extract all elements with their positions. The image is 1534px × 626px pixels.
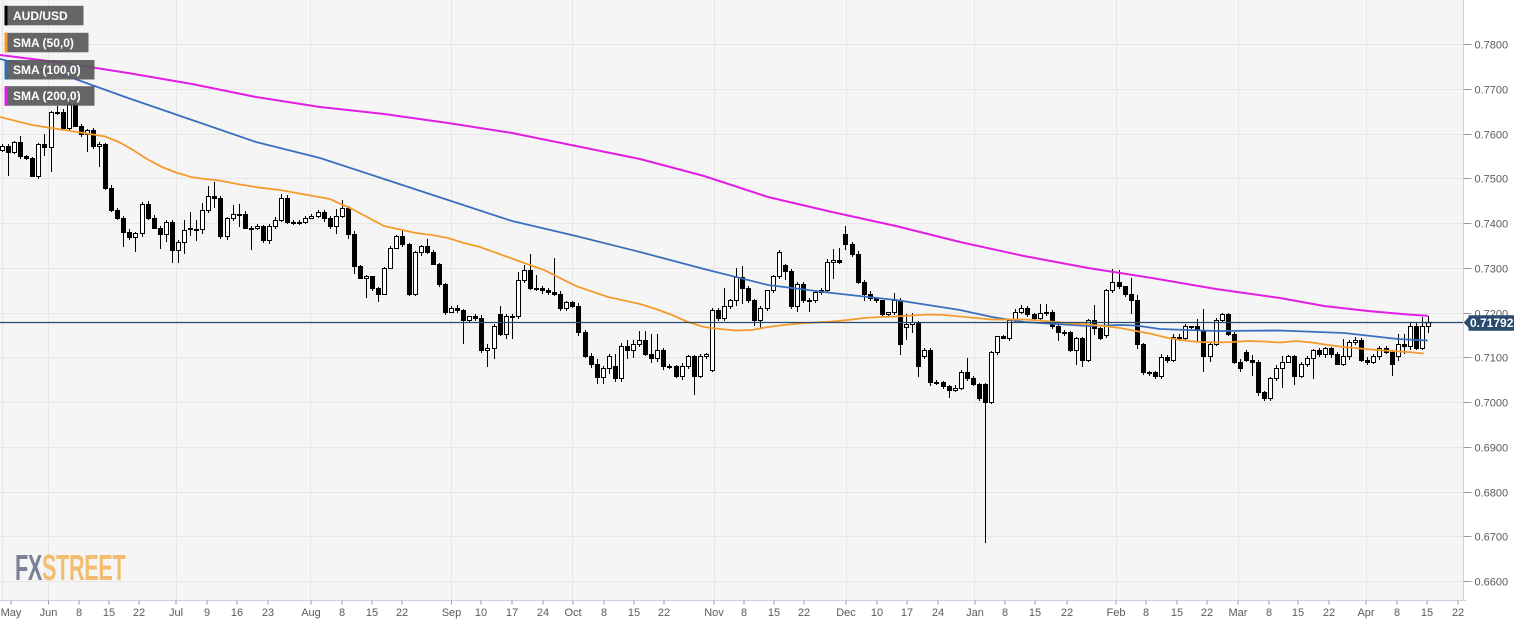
svg-text:8: 8	[76, 607, 82, 619]
svg-text:SMA (100,0): SMA (100,0)	[13, 63, 81, 77]
svg-text:0.7000: 0.7000	[1475, 398, 1509, 410]
svg-text:22: 22	[396, 607, 408, 619]
svg-text:23: 23	[262, 607, 274, 619]
svg-text:15: 15	[1029, 607, 1041, 619]
svg-text:15: 15	[1421, 607, 1433, 619]
svg-text:Jun: Jun	[40, 607, 58, 619]
svg-text:15: 15	[1292, 607, 1304, 619]
svg-text:Jan: Jan	[966, 607, 984, 619]
svg-text:8: 8	[601, 607, 607, 619]
svg-text:24: 24	[537, 607, 549, 619]
svg-text:FXSTREET: FXSTREET	[15, 548, 126, 588]
svg-text:Feb: Feb	[1107, 607, 1126, 619]
svg-text:8: 8	[1266, 607, 1272, 619]
svg-text:SMA (200,0): SMA (200,0)	[13, 89, 81, 103]
svg-text:0.7100: 0.7100	[1475, 353, 1509, 365]
svg-text:8: 8	[741, 607, 747, 619]
svg-text:8: 8	[1002, 607, 1008, 619]
svg-text:10: 10	[475, 607, 487, 619]
svg-text:10: 10	[871, 607, 883, 619]
svg-text:22: 22	[1201, 607, 1213, 619]
svg-text:15: 15	[366, 607, 378, 619]
svg-text:22: 22	[133, 607, 145, 619]
svg-text:8: 8	[1143, 607, 1149, 619]
svg-text:0.7500: 0.7500	[1475, 174, 1509, 186]
svg-text:AUD/USD: AUD/USD	[13, 9, 68, 23]
svg-text:15: 15	[1171, 607, 1183, 619]
svg-text:8: 8	[339, 607, 345, 619]
svg-text:May: May	[1, 607, 22, 619]
svg-text:Aug: Aug	[301, 607, 321, 619]
svg-text:15: 15	[768, 607, 780, 619]
svg-text:15: 15	[103, 607, 115, 619]
svg-text:Dec: Dec	[836, 607, 856, 619]
svg-text:17: 17	[901, 607, 913, 619]
svg-text:Sep: Sep	[442, 607, 462, 619]
svg-text:Apr: Apr	[1357, 607, 1374, 619]
svg-text:0.7700: 0.7700	[1475, 85, 1509, 97]
svg-text:8: 8	[1394, 607, 1400, 619]
svg-text:22: 22	[798, 607, 810, 619]
svg-text:0.6900: 0.6900	[1475, 443, 1509, 455]
svg-text:0.7400: 0.7400	[1475, 219, 1509, 231]
svg-text:0.7300: 0.7300	[1475, 264, 1509, 276]
svg-text:22: 22	[1061, 607, 1073, 619]
svg-text:0.7800: 0.7800	[1475, 40, 1509, 52]
svg-text:0.6600: 0.6600	[1475, 577, 1509, 589]
svg-text:17: 17	[506, 607, 518, 619]
svg-text:9: 9	[204, 607, 210, 619]
svg-text:Nov: Nov	[704, 607, 724, 619]
svg-text:22: 22	[1452, 607, 1464, 619]
svg-text:22: 22	[658, 607, 670, 619]
svg-text:0.6700: 0.6700	[1475, 532, 1509, 544]
svg-text:Mar: Mar	[1229, 607, 1248, 619]
svg-text:Oct: Oct	[564, 607, 581, 619]
svg-text:24: 24	[932, 607, 944, 619]
svg-text:Jul: Jul	[169, 607, 183, 619]
svg-text:0.6800: 0.6800	[1475, 488, 1509, 500]
svg-text:SMA (50,0): SMA (50,0)	[13, 36, 74, 50]
svg-text:0.71792: 0.71792	[1470, 316, 1514, 330]
svg-text:0.7600: 0.7600	[1475, 130, 1509, 142]
svg-text:15: 15	[628, 607, 640, 619]
svg-text:16: 16	[231, 607, 243, 619]
svg-text:22: 22	[1323, 607, 1335, 619]
